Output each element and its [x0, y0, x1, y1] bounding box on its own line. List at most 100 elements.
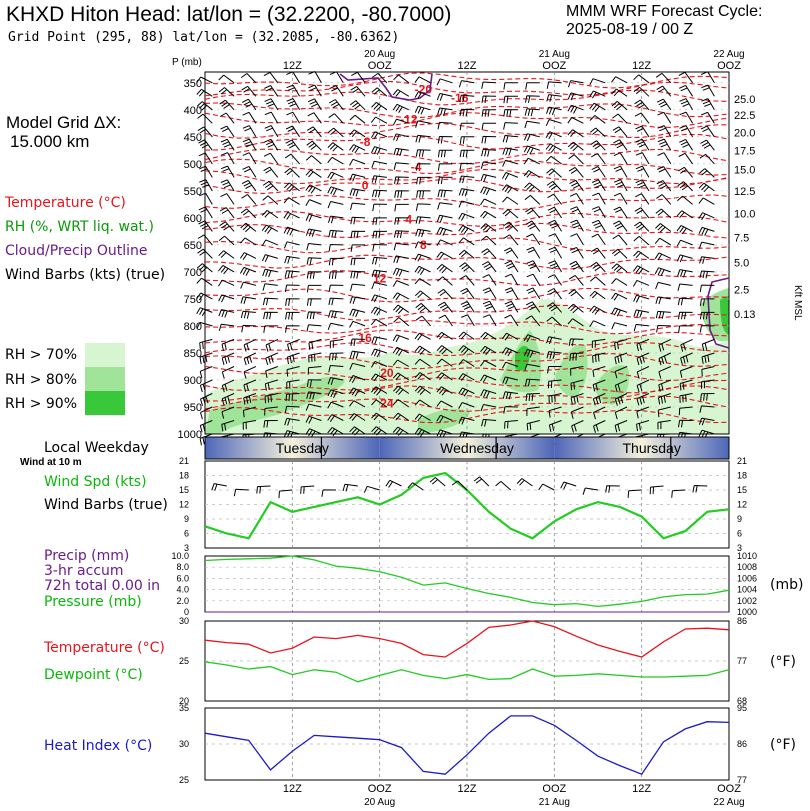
wind-barb	[655, 310, 671, 319]
legend-rh: RH (%, WRT liq. wat.)	[5, 219, 154, 235]
wind-barb	[264, 138, 279, 151]
legend-dewpoint: Dewpoint (°C)	[44, 667, 143, 683]
wind-barb	[523, 145, 540, 155]
cloud-outline	[339, 73, 433, 101]
wind-barb	[437, 288, 453, 300]
pressure-tick-label: 600	[184, 213, 202, 225]
wind-barb	[306, 257, 322, 265]
wind-barb	[524, 108, 540, 117]
wind-barb	[321, 489, 337, 497]
wind-barb	[526, 287, 541, 300]
wind-barb	[221, 379, 235, 393]
wind-barb	[437, 163, 453, 171]
wind-barb	[545, 119, 562, 127]
wind-barb	[611, 248, 628, 259]
wind-barb	[458, 345, 475, 355]
wind-barb	[218, 250, 235, 259]
model-grid-value: 15.000 km	[10, 132, 90, 151]
wind-barb	[218, 309, 235, 318]
wind-barb	[632, 265, 650, 275]
wind-barb	[613, 139, 628, 151]
rh-shading	[418, 408, 470, 434]
wind-barb	[264, 111, 279, 124]
wind-barb	[349, 308, 366, 318]
wind-barb	[458, 416, 475, 425]
wind-barb	[634, 221, 650, 232]
wind-barb	[701, 366, 715, 377]
wind-barb	[524, 120, 540, 129]
wind-barb	[372, 189, 387, 198]
wind-barb	[611, 292, 628, 301]
wind-barb	[371, 282, 388, 290]
wind-barb	[546, 336, 562, 345]
wind-barb	[328, 297, 344, 306]
pressure-tick-label: 350	[184, 78, 202, 90]
wind-barb	[262, 180, 279, 192]
wind-barb	[241, 324, 256, 333]
wind-barb	[657, 420, 671, 430]
wind-barb	[264, 379, 278, 391]
wind-barb	[701, 84, 715, 97]
wind-barb	[502, 147, 518, 156]
y2-axis-label: (°F)	[770, 654, 796, 670]
wind-barb	[679, 379, 693, 391]
wind-barb	[265, 352, 278, 366]
wind-barb	[481, 122, 497, 131]
wind-barb	[635, 193, 650, 205]
rh-shading	[205, 376, 345, 434]
pressure-tick-label: 650	[184, 240, 202, 252]
wind-barb	[436, 429, 453, 439]
wind-barb	[677, 181, 693, 192]
wind-barb	[198, 152, 213, 165]
y-tick-label: 12	[179, 500, 189, 510]
wind-barb	[371, 336, 388, 345]
wind-barb	[436, 400, 453, 408]
wind-barb	[262, 268, 278, 278]
wind-barb	[350, 270, 366, 279]
legend-wind-barbs: Wind Barbs (kts) (true)	[5, 267, 166, 283]
wind-barb	[459, 149, 475, 158]
wind-barb	[263, 166, 279, 178]
wind-barb	[349, 129, 366, 138]
y2-tick-label: 86	[737, 739, 747, 749]
wind-barb	[592, 393, 606, 406]
dewpoint-line	[204, 661, 730, 683]
wind-barb	[256, 485, 271, 494]
wind-barb	[394, 217, 409, 225]
wind-barb	[525, 207, 541, 219]
wind-barb	[657, 406, 671, 418]
wind-barb	[649, 485, 664, 495]
forecast-cycle-value: 2025-08-19 / 00 Z	[566, 21, 694, 38]
wind-barb	[545, 155, 562, 165]
wind-barb	[526, 246, 541, 259]
wind-barb	[481, 109, 497, 117]
wind-barb	[305, 213, 322, 222]
wind-barb	[261, 254, 278, 263]
wind-barb	[613, 152, 628, 165]
wind-barb	[392, 267, 409, 277]
wind-barb	[350, 244, 366, 252]
wind-barb	[278, 489, 293, 499]
height-tick-label: 20.0	[734, 128, 755, 140]
wind-barb	[546, 180, 562, 192]
wind-barb	[590, 140, 606, 151]
wind-barb	[700, 393, 715, 401]
weekday-label: Tuesday	[276, 440, 329, 456]
height-tick-label: 17.5	[734, 145, 755, 157]
wind-barb	[480, 235, 497, 246]
wind-barb	[636, 379, 650, 393]
wind-barb	[460, 287, 475, 300]
wind-barb	[480, 173, 497, 182]
wind-barb	[451, 480, 468, 491]
wind-barb	[654, 252, 672, 261]
wind-barb	[656, 325, 671, 333]
wind-barb	[371, 146, 388, 155]
wind-barb	[502, 159, 519, 167]
wind-barb	[605, 485, 620, 493]
wind-barb	[393, 242, 409, 251]
wind-barb	[300, 485, 315, 494]
wind-barb	[220, 193, 235, 205]
wind-barb	[548, 246, 563, 259]
wind-barb	[243, 393, 257, 405]
wind-barb	[698, 429, 715, 439]
